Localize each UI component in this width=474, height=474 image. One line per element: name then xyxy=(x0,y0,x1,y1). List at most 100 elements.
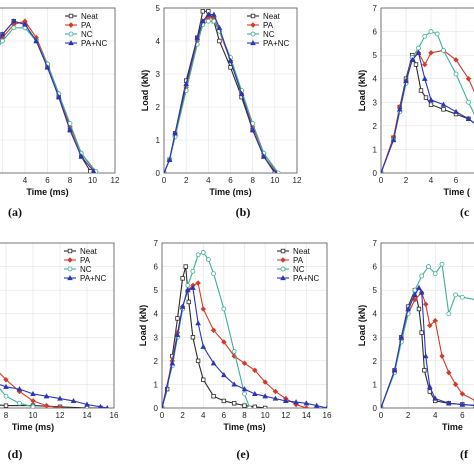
y-tick-label: 2 xyxy=(154,357,159,366)
y-tick-label: 1 xyxy=(373,145,378,154)
data-point xyxy=(422,353,429,359)
panel-caption: (b) xyxy=(236,205,251,219)
data-point xyxy=(200,9,205,14)
series-line-pa xyxy=(0,20,96,172)
data-point xyxy=(453,108,459,114)
y-tick-label: 4 xyxy=(156,37,161,46)
series-line-neat xyxy=(164,10,276,173)
legend-entry: NC xyxy=(293,265,305,274)
data-point xyxy=(3,383,9,389)
data-point xyxy=(453,71,459,77)
legend-marker xyxy=(67,257,73,263)
data-point xyxy=(33,37,40,44)
x-tick-label: 12 xyxy=(56,411,65,420)
chart-panel-3: 0 2 4 6 0 1 2 3 4 5 6 7 Time (Load (kN) (c xyxy=(357,4,474,219)
x-tick-label: 12 xyxy=(281,411,290,420)
data-point xyxy=(459,294,465,300)
legend-marker xyxy=(250,39,256,46)
x-axis-label: Time (ms) xyxy=(26,187,68,197)
data-point xyxy=(249,127,256,133)
legend-marker xyxy=(250,13,256,19)
x-tick-label: 6 xyxy=(454,176,459,185)
legend-entry: PA xyxy=(263,21,274,30)
data-point xyxy=(91,168,97,173)
legend-marker xyxy=(280,274,286,281)
data-point xyxy=(419,273,425,279)
panel-caption: (d) xyxy=(8,447,23,461)
data-point xyxy=(313,402,320,408)
data-point xyxy=(416,306,422,312)
data-point xyxy=(184,287,191,293)
data-point xyxy=(30,390,36,396)
x-tick-label: 8 xyxy=(4,411,9,420)
legend-entry: PA+NC xyxy=(80,274,107,283)
data-point xyxy=(183,80,189,86)
data-point xyxy=(57,405,63,408)
data-point xyxy=(3,393,9,399)
y-tick-label: 0 xyxy=(373,169,378,178)
y-tick-label: 2 xyxy=(373,357,378,366)
data-point xyxy=(162,404,164,408)
data-point xyxy=(190,335,196,340)
data-point xyxy=(303,400,310,406)
y-tick-label: 0 xyxy=(154,404,159,413)
data-point xyxy=(452,381,459,388)
legend-marker xyxy=(67,248,73,254)
data-point xyxy=(211,271,216,277)
data-point xyxy=(441,107,446,112)
series-group xyxy=(162,250,327,408)
data-point xyxy=(440,101,447,107)
x-tick-label: 16 xyxy=(323,411,332,420)
data-point xyxy=(16,386,23,392)
series-line-pa-nc xyxy=(381,51,474,173)
data-point xyxy=(10,18,17,24)
data-point xyxy=(169,360,176,366)
x-tick-label: 0 xyxy=(160,411,165,420)
data-point xyxy=(180,276,185,281)
legend-marker xyxy=(280,266,286,272)
series-line-pa xyxy=(381,49,474,173)
data-point xyxy=(200,306,206,312)
data-point xyxy=(22,21,28,27)
data-point xyxy=(172,130,178,136)
y-tick-label: 7 xyxy=(373,239,378,248)
y-axis-label: Load (kN) xyxy=(357,70,367,112)
plot-frame xyxy=(161,242,328,409)
data-point xyxy=(3,376,9,383)
x-tick-label: 4 xyxy=(206,176,211,185)
y-tick-label: 7 xyxy=(154,239,159,248)
data-point xyxy=(241,386,248,392)
y-tick-label: 6 xyxy=(373,28,378,37)
series-group xyxy=(164,9,281,173)
y-tick-label: 3 xyxy=(156,70,161,79)
series-line-pa-nc xyxy=(162,286,327,408)
data-point xyxy=(416,284,422,290)
y-axis-label: Load (kN) xyxy=(357,305,367,347)
data-point xyxy=(0,38,5,44)
series-line-neat xyxy=(0,20,91,172)
data-point xyxy=(422,33,428,39)
data-point xyxy=(428,50,434,56)
x-tick-label: 4 xyxy=(433,411,438,420)
data-point xyxy=(55,94,62,100)
data-point xyxy=(432,318,438,324)
panel-caption: (e) xyxy=(236,447,249,461)
data-point xyxy=(418,88,424,93)
data-point xyxy=(205,11,212,17)
series-line-neat xyxy=(162,266,266,408)
data-point xyxy=(190,268,196,274)
series-line-pa-nc xyxy=(0,20,95,172)
data-point xyxy=(67,127,73,133)
data-point xyxy=(415,49,422,55)
x-tick-label: 2 xyxy=(180,411,185,420)
data-point xyxy=(252,367,258,374)
y-tick-label: 5 xyxy=(373,286,378,295)
series-group xyxy=(0,372,109,408)
data-point xyxy=(423,301,429,308)
x-tick-label: 10 xyxy=(29,411,38,420)
y-tick-label: 4 xyxy=(154,310,159,319)
y-tick-label: 3 xyxy=(154,333,159,342)
data-point xyxy=(260,153,267,159)
legend-marker xyxy=(67,274,73,281)
